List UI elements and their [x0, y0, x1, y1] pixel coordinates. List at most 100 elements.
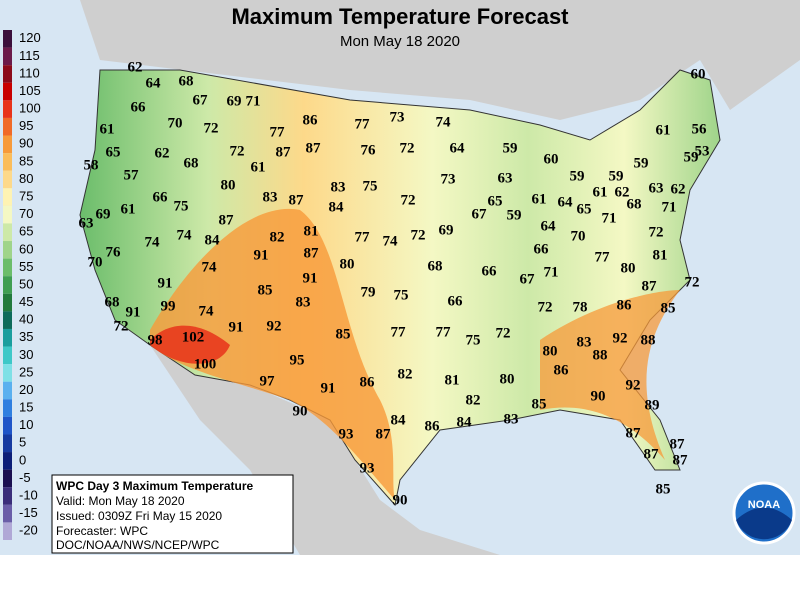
temperature: 61: [532, 191, 547, 207]
temperature: 72: [401, 192, 416, 208]
temperature: 77: [355, 229, 371, 245]
temperature: 97: [260, 373, 276, 389]
temperature: 91: [303, 270, 318, 286]
legend-label: 10: [19, 417, 33, 432]
temperature: 80: [543, 343, 558, 359]
temperature: 70: [88, 254, 103, 270]
temperature: 74: [383, 233, 399, 249]
temperature: 86: [360, 374, 376, 390]
legend-swatch: [3, 117, 12, 136]
legend-swatch: [3, 452, 12, 470]
temperature: 77: [270, 124, 286, 140]
temperature: 80: [621, 260, 636, 276]
legend-swatch: [3, 100, 12, 118]
temperature: 87: [304, 245, 320, 261]
temperature: 71: [602, 210, 617, 226]
temperature: 83: [577, 334, 592, 350]
temperature: 57: [124, 167, 140, 183]
temperature: 53: [695, 143, 710, 159]
legend-swatch: [3, 504, 12, 523]
temperature: 61: [593, 184, 608, 200]
temperature: 67: [193, 92, 209, 108]
temperature: 59: [503, 140, 518, 156]
temperature: 63: [79, 215, 94, 231]
temperature: 62: [671, 181, 686, 197]
temperature: 75: [466, 332, 481, 348]
temperature: 86: [425, 418, 441, 434]
temperature: 72: [538, 299, 553, 315]
temperature: 79: [361, 284, 376, 300]
legend-label: -15: [19, 505, 38, 520]
legend-swatch: [3, 469, 12, 488]
temperature: 87: [626, 425, 642, 441]
legend-swatch: [3, 47, 12, 66]
temperature: 60: [691, 66, 706, 82]
temperature: 77: [355, 116, 371, 132]
legend: 1201151101051009590858075706560555045403…: [3, 30, 41, 540]
legend-swatch: [3, 487, 12, 505]
legend-swatch: [3, 135, 12, 154]
temperature: 83: [263, 189, 278, 205]
temperature: 59: [570, 168, 585, 184]
temperature: 66: [482, 263, 498, 279]
legend-swatch: [3, 399, 12, 417]
temperature: 92: [613, 330, 628, 346]
temperature: 73: [390, 109, 405, 125]
temperature: 82: [466, 392, 481, 408]
temperature: 82: [270, 229, 285, 245]
temperature: 82: [398, 366, 413, 382]
legend-label: 110: [19, 65, 40, 80]
temperature: 90: [293, 403, 308, 419]
legend-label: 50: [19, 276, 33, 291]
temperature: 74: [202, 259, 218, 275]
legend-swatch: [3, 346, 12, 365]
temperature: 91: [229, 319, 244, 335]
info-title: WPC Day 3 Maximum Temperature: [56, 479, 253, 493]
temperature: 72: [411, 227, 426, 243]
legend-label: 25: [19, 364, 33, 379]
temperature: 61: [656, 122, 671, 138]
legend-label: 60: [19, 241, 33, 256]
temperature: 83: [504, 411, 519, 427]
temperature: 84: [205, 232, 221, 248]
temperature: 73: [441, 171, 456, 187]
temperature: 72: [496, 325, 511, 341]
temperature: 76: [361, 142, 377, 158]
legend-label: 100: [19, 101, 41, 116]
temperature: 59: [684, 149, 699, 165]
legend-swatch: [3, 381, 12, 400]
legend-label: 35: [19, 329, 33, 344]
temperature: 87: [276, 144, 292, 160]
legend-label: 80: [19, 171, 33, 186]
legend-swatch: [3, 205, 12, 224]
temperature: 81: [653, 247, 668, 263]
info-issued: Issued: 0309Z Fri May 15 2020: [56, 509, 222, 523]
temperature: 74: [436, 114, 452, 130]
legend-swatch: [3, 170, 12, 189]
legend-label: 20: [19, 382, 33, 397]
southeast-warm: [540, 290, 680, 460]
temperature: 65: [106, 144, 121, 160]
legend-label: 0: [19, 452, 26, 467]
temperature: 74: [145, 234, 161, 250]
temperature: 63: [649, 180, 664, 196]
temperature: 91: [254, 247, 269, 263]
legend-swatch: [3, 311, 12, 329]
temperature: 84: [457, 414, 473, 430]
legend-swatch: [3, 276, 12, 294]
temperature: 81: [304, 223, 319, 239]
temperature: 90: [393, 492, 408, 508]
temperature: 77: [391, 324, 407, 340]
temperature: 87: [673, 452, 689, 468]
hottest-region: [150, 325, 230, 364]
temperature: 68: [627, 196, 642, 212]
legend-swatch: [3, 82, 12, 101]
temperature: 76: [106, 244, 122, 260]
temperature: 84: [329, 199, 345, 215]
temperature: 72: [649, 224, 664, 240]
title: Maximum Temperature Forecast: [231, 4, 569, 29]
temperature: 80: [221, 177, 236, 193]
temperature: 77: [595, 249, 611, 265]
temperature: 87: [670, 436, 686, 452]
